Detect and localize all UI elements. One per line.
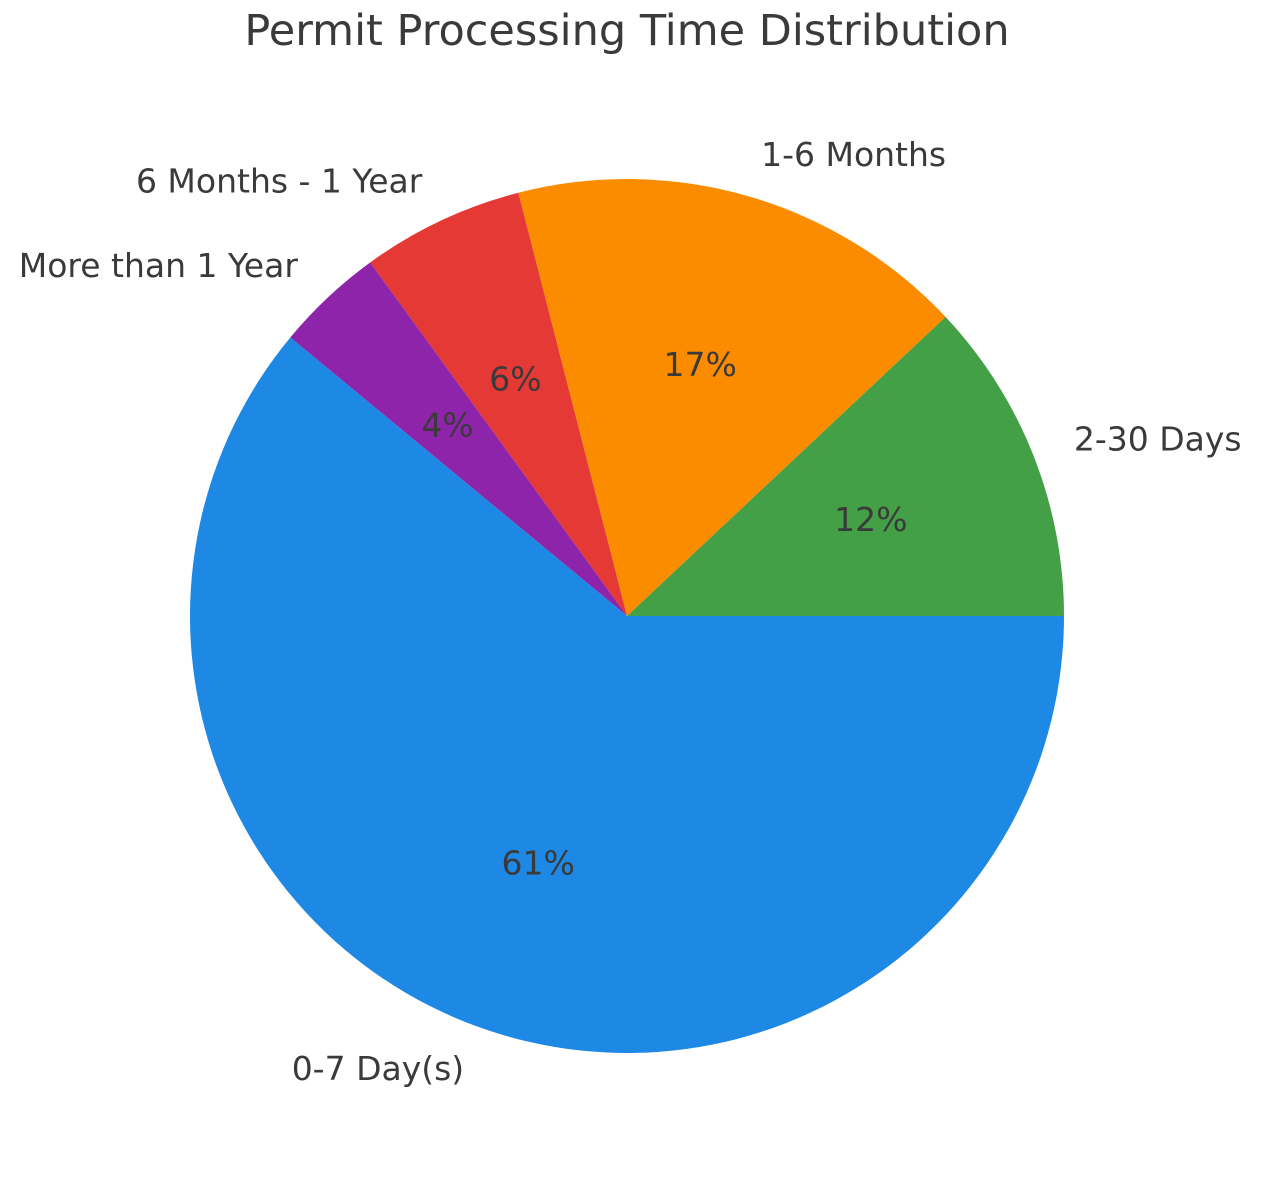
slice-percent-label-more-than-1-year: 4% (421, 405, 473, 444)
pie-slice-2-30-days (627, 316, 1064, 616)
pie-slice-0-7-day-s (189, 337, 1064, 1054)
slice-category-label-1-6-months: 1-6 Months (761, 135, 946, 174)
chart-title: Permit Processing Time Distribution (244, 6, 1010, 56)
slice-category-label-6-months-1-year: 6 Months - 1 Year (136, 162, 423, 201)
slice-percent-label-6-months-1-year: 6% (489, 359, 541, 398)
slice-percent-label-0-7-day-s: 61% (502, 843, 575, 882)
pie-slice-1-6-months (518, 178, 946, 616)
slice-category-label-more-than-1-year: More than 1 Year (19, 246, 299, 285)
slice-category-label-2-30-days: 2-30 Days (1074, 420, 1242, 459)
pie-slice-6-months-1-year (370, 192, 627, 617)
pie-slice-more-than-1-year (290, 262, 627, 616)
slice-percent-label-2-30-days: 12% (834, 500, 907, 539)
slice-percent-label-1-6-months: 17% (664, 345, 737, 384)
slice-category-label-0-7-day-s: 0-7 Day(s) (292, 1049, 465, 1088)
